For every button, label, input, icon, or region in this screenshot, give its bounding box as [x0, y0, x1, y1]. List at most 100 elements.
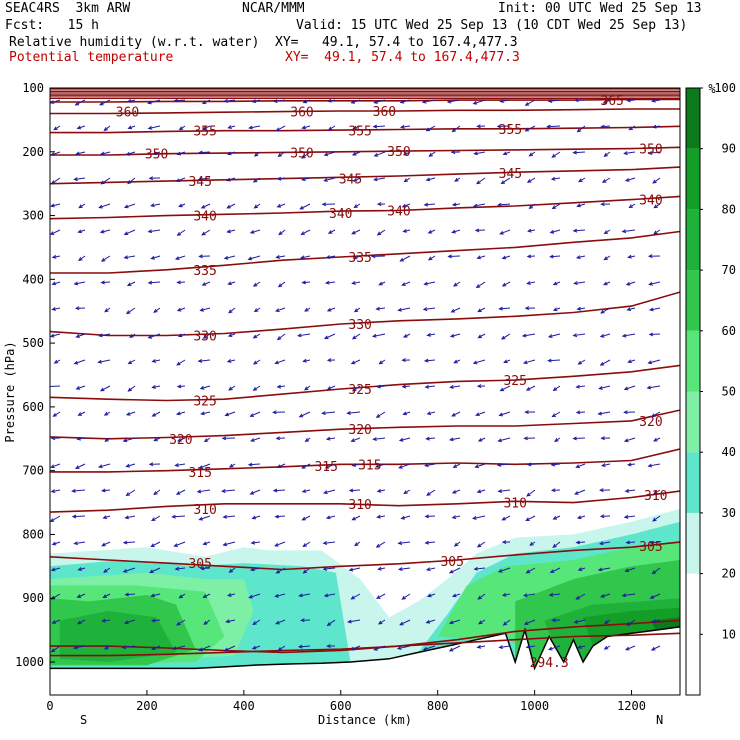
wind-arrow-head	[101, 542, 106, 547]
y-axis-label: Pressure (hPa)	[3, 341, 17, 442]
wind-arrow	[177, 281, 186, 284]
wind-arrow-head	[104, 645, 109, 650]
wind-arrow-head	[496, 462, 502, 467]
wind-arrow-head	[453, 359, 458, 364]
wind-arrow-head	[226, 177, 231, 182]
wind-arrow-head	[74, 306, 80, 311]
wind-arrow	[325, 463, 336, 469]
wind-arrow	[177, 307, 186, 312]
wind-arrow-head	[522, 360, 528, 365]
wind-arrow	[600, 593, 611, 598]
wind-arrow-head	[447, 254, 452, 259]
wind-arrow-head	[176, 384, 182, 389]
wind-arrow	[201, 229, 211, 236]
wind-arrow	[128, 385, 136, 392]
wind-arrow-head	[278, 231, 283, 236]
wind-arrow-head	[197, 358, 203, 363]
wind-arrow-head	[576, 515, 582, 520]
wind-arrow	[626, 541, 636, 544]
wind-arrow-head	[551, 205, 557, 210]
wind-arrow	[650, 307, 661, 311]
wind-arrow	[425, 515, 436, 518]
wind-arrow	[477, 645, 486, 648]
wind-arrow	[498, 437, 511, 442]
wind-arrow-head	[374, 464, 380, 468]
wind-arrow	[99, 333, 111, 337]
wind-arrow-head	[497, 438, 502, 443]
wind-arrow-head	[300, 231, 305, 235]
wind-arrow-head	[151, 384, 156, 389]
colorbar-segment	[686, 452, 700, 513]
wind-arrow-head	[422, 646, 428, 651]
wind-arrow	[602, 177, 611, 183]
wind-arrow-head	[524, 410, 529, 415]
wind-arrow-head	[599, 594, 605, 598]
wind-arrow-head	[653, 230, 658, 235]
wind-arrow-head	[449, 437, 454, 442]
wind-arrow	[399, 567, 411, 570]
wind-arrow-head	[352, 125, 357, 130]
wind-arrow-head	[76, 436, 81, 441]
wind-arrow-head	[175, 491, 181, 495]
wind-arrow-head	[201, 100, 207, 104]
wind-arrow	[100, 385, 111, 392]
x-tick-label: 1000	[520, 699, 549, 713]
wind-arrow	[600, 307, 611, 314]
rh-fill-layer	[50, 508, 680, 669]
wind-arrow	[449, 645, 461, 652]
colorbar-segment	[686, 148, 700, 210]
wind-arrow-head	[71, 488, 76, 493]
wind-arrow-head	[300, 255, 305, 260]
wind-arrow-head	[297, 644, 303, 649]
wind-arrow-head	[277, 647, 283, 651]
wind-arrow	[604, 151, 611, 157]
wind-arrow-head	[248, 125, 253, 130]
wind-arrow-head	[272, 488, 278, 493]
wind-arrow-head	[99, 387, 105, 392]
wind-arrow-head	[125, 151, 131, 156]
wind-arrow-head	[352, 387, 357, 392]
wind-arrow	[522, 333, 536, 337]
wind-arrow	[124, 255, 136, 259]
wind-arrow	[127, 177, 136, 184]
wind-arrow	[400, 99, 411, 103]
wind-arrow	[652, 515, 661, 522]
wind-arrow	[551, 177, 561, 180]
wind-arrow	[328, 125, 336, 131]
wind-arrow	[301, 463, 311, 469]
wind-arrow-head	[552, 387, 558, 392]
wind-arrow-head	[549, 254, 554, 259]
wind-arrow-head	[351, 335, 357, 340]
wind-arrow-head	[203, 438, 209, 443]
wind-arrow	[251, 541, 261, 544]
x-tick-label: 200	[136, 699, 158, 713]
wind-arrow-head	[351, 230, 356, 235]
wind-arrow-head	[577, 567, 583, 571]
wind-arrow	[99, 203, 111, 209]
wind-arrow	[352, 333, 361, 340]
wind-arrow-head	[652, 124, 657, 129]
x-axis-label: Distance (km)	[318, 713, 412, 727]
wind-arrow-head	[647, 463, 653, 468]
wind-arrow-head	[177, 437, 182, 442]
wind-arrow	[476, 281, 486, 288]
wind-arrow-head	[474, 228, 480, 233]
wind-arrow-head	[572, 436, 577, 441]
wind-arrow	[524, 619, 536, 625]
wind-arrow	[148, 281, 161, 284]
wind-arrow	[124, 619, 136, 624]
wind-arrow-head	[198, 465, 204, 469]
colorbar-segment	[686, 573, 700, 635]
colorbar-segment	[686, 209, 700, 271]
wind-arrow-head	[77, 567, 82, 571]
wind-arrow-head	[476, 124, 481, 129]
theta-label: 360	[290, 106, 313, 121]
wind-arrow-head	[123, 620, 129, 625]
theta-contour-325	[50, 364, 680, 402]
wind-arrow	[402, 593, 411, 600]
wind-arrow-head	[449, 384, 454, 389]
theta-label: 350	[639, 143, 662, 158]
wind-arrow-head	[327, 98, 332, 103]
wind-arrow	[152, 645, 161, 650]
wind-arrow-head	[147, 280, 153, 285]
